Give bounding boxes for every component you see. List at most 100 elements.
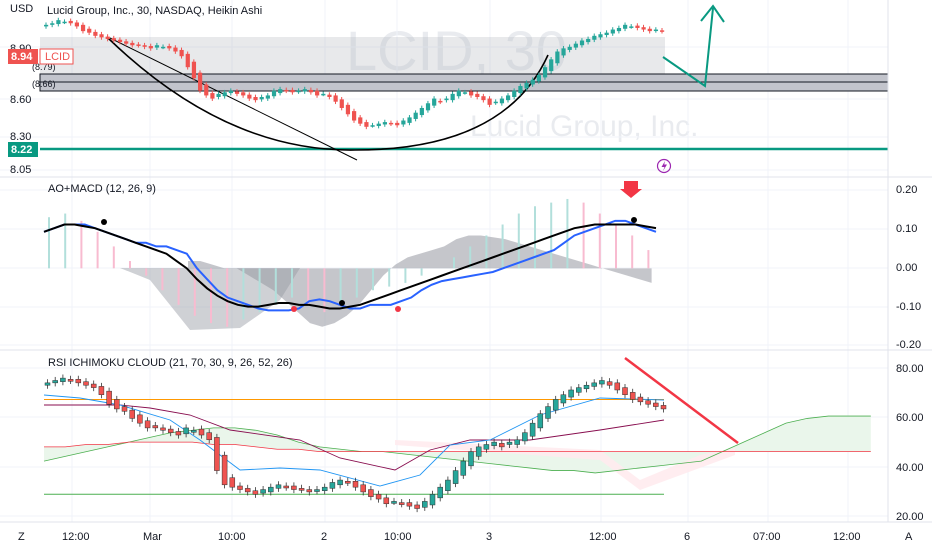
time-tick-5: 3: [486, 531, 492, 543]
chart-title: Lucid Group, Inc., 30, NASDAQ, Heikin As…: [47, 5, 262, 17]
support-price-tag[interactable]: 8.22: [8, 142, 38, 157]
price-candle: [80, 24, 86, 32]
price-tick-4: 8.05: [10, 164, 31, 176]
rsi-candle: [106, 390, 112, 405]
auto-scale-button[interactable]: A: [905, 531, 913, 543]
macd-histogram-bar: [323, 268, 326, 313]
price-candle: [117, 39, 123, 43]
price-candle: [364, 122, 369, 127]
macd-histogram-bar: [307, 268, 310, 305]
price-candle: [524, 82, 529, 89]
macd-line: [43, 219, 657, 312]
rsi-candle: [283, 485, 289, 489]
ao-cloud-left: [44, 268, 300, 330]
price-candle: [358, 117, 363, 124]
rsi-candle: [352, 481, 359, 488]
price-tick-3: 8.30: [10, 131, 31, 143]
event-flash-icon[interactable]: [656, 158, 672, 174]
price-candle: [450, 93, 455, 101]
time-tick-9: 12:00: [833, 531, 861, 543]
rsi-candle: [422, 501, 428, 508]
rsi-candle: [645, 400, 651, 405]
macd-histogram-bar: [161, 268, 164, 291]
price-candle: [616, 27, 622, 32]
rsi-tick-4: 20.00: [896, 511, 924, 523]
macd-histogram-bar: [598, 213, 601, 269]
macd-histogram-bar: [388, 268, 391, 287]
price-candle: [93, 31, 98, 36]
rsi-candle: [90, 383, 97, 388]
zone-label-upper: (8.79): [32, 62, 56, 72]
time-tick-8: 07:00: [753, 531, 781, 543]
time-tick-6: 12:00: [589, 531, 617, 543]
rsi-candle: [368, 489, 374, 497]
price-candle: [321, 93, 326, 96]
price-candle: [327, 94, 332, 97]
price-candle: [579, 40, 585, 46]
macd-histogram-bar: [582, 202, 585, 269]
price-candle: [653, 29, 659, 32]
price-candle: [124, 41, 129, 44]
time-tick-1: Mar: [143, 531, 162, 543]
price-candle: [148, 46, 153, 49]
macd-histogram-bar: [469, 246, 472, 269]
price-candle: [265, 95, 270, 99]
price-candle: [333, 95, 338, 102]
price-candle: [561, 48, 566, 56]
rsi-candle: [329, 482, 336, 489]
rsi-candle: [321, 486, 328, 491]
price-candle: [401, 120, 406, 125]
price-candle: [456, 90, 461, 97]
rsi-candle: [129, 409, 135, 419]
rsi-candle: [206, 432, 212, 441]
cross-dot: [631, 217, 637, 223]
cup-arc: [107, 37, 549, 151]
rsi-candle: [445, 479, 451, 491]
macd-histogram-bar: [96, 231, 99, 269]
time-tick-0: 12:00: [62, 531, 90, 543]
price-candle: [438, 100, 443, 103]
price-candle: [542, 67, 548, 78]
price-candle: [296, 90, 301, 93]
macd-tick-4: -0.10: [896, 301, 921, 313]
ichimoku-cloud-bear: [395, 440, 735, 490]
rsi-candle: [429, 494, 436, 506]
cross-dot: [291, 306, 297, 312]
rsi-candle: [67, 379, 74, 382]
rsi-candle: [406, 502, 413, 507]
macd-tick-2: 0.10: [896, 223, 917, 235]
macd-histogram-bar: [404, 268, 407, 283]
macd-histogram-bar: [631, 235, 634, 269]
price-candle: [130, 42, 135, 46]
rsi-candle: [268, 486, 274, 493]
rsi-candle: [345, 481, 351, 484]
macd-histogram-bar: [242, 268, 245, 320]
price-candle: [481, 96, 486, 101]
rsi-candle: [522, 432, 528, 442]
symbol-tag-bg: [39, 48, 74, 65]
price-candle: [136, 44, 141, 46]
time-axis[interactable]: 12:00 Mar 10:00 2 10:00 3 12:00 6 07:00 12:00: [62, 531, 861, 543]
price-candle: [660, 30, 665, 32]
price-candle: [382, 122, 387, 125]
price-candle: [339, 99, 344, 108]
macd-histogram-bar: [355, 268, 358, 298]
current-price-tag[interactable]: 8.94 LCID: [8, 48, 74, 65]
projection-path: [662, 7, 714, 88]
time-tick-3: 2: [321, 531, 327, 543]
rsi-candle: [622, 387, 628, 395]
price-candle: [407, 117, 412, 123]
price-candle: [536, 75, 541, 82]
price-candle: [469, 91, 474, 96]
zoom-reset-button[interactable]: Z: [18, 531, 25, 543]
price-candle: [154, 45, 160, 48]
rsi-candle: [614, 382, 621, 391]
rsi-candle: [606, 381, 613, 386]
macd-histogram-bar: [80, 220, 83, 269]
span-b-line: [44, 441, 871, 453]
rsi-candle: [114, 399, 120, 410]
macd-pane: [43, 198, 657, 330]
rsi-candle: [337, 479, 343, 486]
macd-histogram-bar: [501, 224, 504, 269]
